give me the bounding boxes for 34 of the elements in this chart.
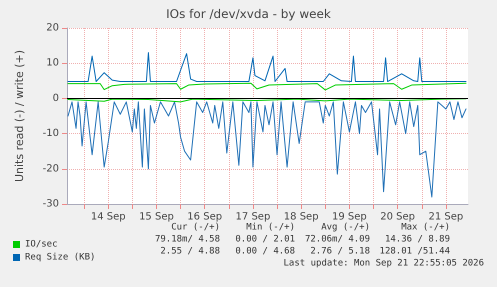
x-tick-label: 19 Sep (332, 212, 367, 222)
text: Last update: Mon Sep 21 22:55:05 2026 (284, 258, 484, 268)
text: 2.55 / 4.88 (160, 246, 220, 256)
y-tick-label: -10 (42, 128, 59, 140)
legend-label: IO/sec (25, 240, 58, 250)
text: 0.00 / 4.68 (235, 246, 295, 256)
text: Min (-/+) (246, 222, 295, 232)
x-tick-label: 17 Sep (236, 212, 270, 222)
line-series (68, 82, 466, 90)
text: 79.18m/ 4.58 (154, 234, 220, 244)
x-tick-label: 15 Sep (139, 212, 174, 222)
line-series (68, 101, 466, 198)
text: 2.76 / 5.18 (310, 246, 370, 256)
y-tick-label: 10 (46, 58, 59, 69)
x-tick-label: 21 Sep (428, 212, 464, 222)
x-tick-label: 14 Sep (90, 212, 126, 222)
y-tick-label: -20 (42, 163, 59, 174)
y-axis-title: Units read (-) / write (+) (13, 50, 26, 182)
y-tick-label: 20 (46, 22, 59, 34)
y-tick-label: -30 (42, 198, 59, 210)
text: Avg (-/+) (321, 222, 370, 232)
text: Max (-/+) (401, 222, 450, 232)
text: 72.06m/ 4.09 (304, 234, 370, 244)
y-tick-label: 0 (52, 92, 59, 104)
x-tick-label: 20 Sep (380, 212, 416, 222)
text: Cur (-/+) (171, 222, 220, 232)
text: 14.36 / 8.89 (384, 234, 450, 244)
legend-label: Req Size (KB) (25, 252, 96, 262)
x-tick-label: 16 Sep (187, 212, 222, 222)
text: 128.01 /51.44 (380, 246, 450, 256)
line-series (68, 52, 466, 82)
chart-title: IOs for /dev/xvda - by week (166, 7, 331, 21)
x-tick-label: 18 Sep (284, 212, 319, 222)
text: 0.00 / 2.01 (235, 234, 295, 244)
